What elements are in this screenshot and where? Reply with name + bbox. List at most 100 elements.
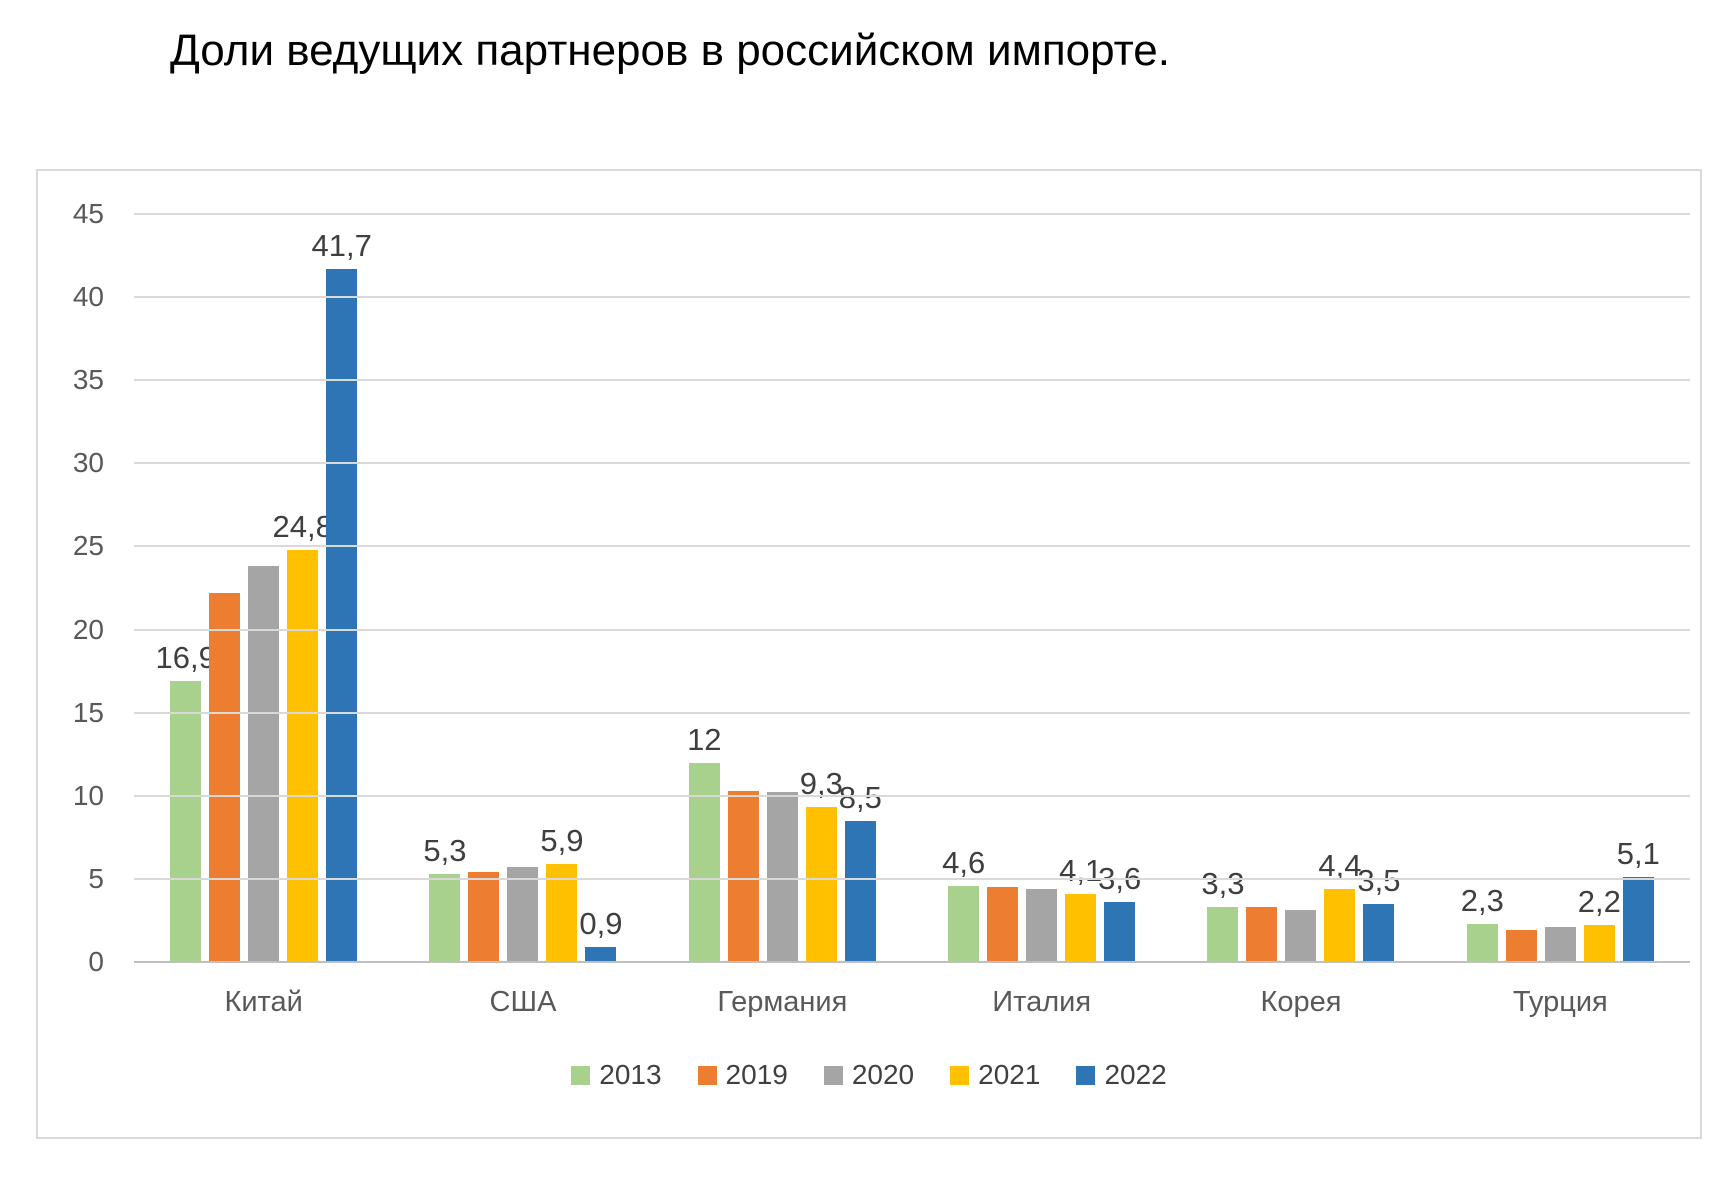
- bar-group-США: 5,3 5,9 0,9: [393, 214, 652, 962]
- legend-swatch-icon: [1076, 1065, 1096, 1085]
- y-axis-tick-label-15: 15: [72, 696, 104, 728]
- legend: 2013 2019 2020 2021 2022: [38, 1061, 1700, 1089]
- x-axis-category-label: Италия: [992, 986, 1092, 1018]
- bar-value-label: 4,6: [942, 844, 986, 880]
- y-axis-tick-label-20: 20: [72, 613, 104, 645]
- gridline-30: [134, 462, 1690, 465]
- y-axis-tick-label-40: 40: [72, 281, 104, 313]
- x-axis-category-label: Китай: [224, 986, 303, 1018]
- bar-2019-Китай: [209, 593, 241, 962]
- legend-label: 2020: [851, 1059, 915, 1090]
- bar-2019-Германия: [727, 790, 759, 962]
- bar-value-label: 16,9: [155, 640, 216, 676]
- x-axis-category-label: Германия: [717, 986, 848, 1018]
- bar-value-label: 24,8: [272, 508, 333, 544]
- legend-item-2021: 2021: [950, 1061, 1040, 1089]
- legend-item-2022: 2022: [1076, 1059, 1167, 1090]
- bar-value-label: 4,4: [1318, 847, 1362, 883]
- y-axis-tick-label-10: 10: [72, 779, 104, 811]
- bar-2020-США: [507, 867, 539, 962]
- gridline-35: [134, 379, 1690, 382]
- bar-group-Италия: 4,6 4,1 3,6: [912, 214, 1171, 962]
- bar-2021-Германия: 9,3: [800, 768, 843, 962]
- chart-title: Доли ведущих партнеров в российском импо…: [170, 26, 1170, 75]
- bar-2019-США: [468, 872, 500, 962]
- y-axis-tick-label-35: 35: [72, 364, 104, 396]
- bar-2020-Китай: [248, 566, 280, 962]
- bar-value-label: 3,5: [1357, 862, 1401, 898]
- bar-2021-Китай: 24,8: [272, 511, 333, 962]
- y-axis-tick-label-5: 5: [88, 862, 104, 894]
- bar-value-label: 12: [687, 721, 722, 757]
- bar-2021-Турция: 2,2: [1578, 886, 1621, 962]
- legend-swatch-icon: [697, 1065, 717, 1085]
- bar-value-label: 5,3: [423, 832, 467, 868]
- bar-value-label: 3,3: [1201, 866, 1245, 902]
- bar-2019-Корея: [1246, 907, 1278, 962]
- bar-2013-Турция: 2,3: [1461, 885, 1504, 962]
- bar-2021-Корея: 4,4: [1318, 850, 1362, 962]
- x-axis-line: [134, 961, 1690, 963]
- bar-2022-Корея: 3,5: [1357, 865, 1401, 962]
- x-axis-labels: Китай США Германия Италия Корея Турция: [134, 986, 1690, 1019]
- gridline-45: [134, 213, 1690, 215]
- legend-item-2019: 2019: [697, 1059, 788, 1090]
- bar-2022-Китай: 41,7: [311, 230, 372, 962]
- bar-2020-Турция: [1544, 927, 1576, 962]
- bar-2013-Корея: 3,3: [1201, 868, 1245, 962]
- bar-2020-Германия: [766, 792, 798, 962]
- gridline-20: [134, 628, 1690, 631]
- bar-2020-Корея: [1285, 910, 1317, 962]
- bar-2022-Германия: 8,5: [839, 782, 882, 962]
- legend-swatch-icon: [950, 1065, 970, 1085]
- bar-2013-Германия: 12: [687, 724, 722, 962]
- bar-2022-США: 0,9: [579, 908, 623, 962]
- plot-area: 16,9 24,8 41,7 5,3 5,9 0,9 12 9,3 8,5 4,6 4,1 3,6 3,…: [73, 200, 1690, 1018]
- bar-2022-Италия: 3,6: [1098, 863, 1141, 962]
- x-axis-category-label: Турция: [1512, 986, 1608, 1018]
- legend-item-2020: 2020: [823, 1059, 915, 1090]
- bar-value-label: 0,9: [579, 906, 623, 942]
- gridline-15: [134, 711, 1690, 714]
- bar-value-label: 41,7: [311, 227, 372, 263]
- bar-value-label: 9,3: [799, 766, 843, 802]
- bar-2019-Турция: [1505, 930, 1537, 962]
- bar-2013-Италия: 4,6: [942, 847, 985, 962]
- bar-2021-Италия: 4,1: [1059, 855, 1102, 962]
- bar-2019-Италия: [987, 887, 1019, 962]
- y-axis-tick-label-45: 45: [72, 198, 104, 229]
- gridline-10: [134, 794, 1690, 797]
- gridline-5: [134, 877, 1690, 880]
- bar-2013-США: 5,3: [423, 835, 467, 962]
- legend-label: 2022: [1104, 1059, 1167, 1090]
- y-axis-tick-label-30: 30: [72, 447, 104, 479]
- y-axis-tick-label-0: 0: [88, 946, 104, 977]
- bar-value-label: 5,1: [1616, 836, 1660, 872]
- legend-label: 2013: [599, 1059, 662, 1090]
- legend-swatch-icon: [571, 1065, 591, 1085]
- bar-value-label: 2,3: [1460, 882, 1504, 918]
- bar-2022-Турция: 5,1: [1617, 838, 1660, 962]
- bar-group-Германия: 12 9,3 8,5: [653, 214, 912, 962]
- legend-label: 2019: [725, 1059, 788, 1090]
- bar-value-label: 2,2: [1577, 884, 1621, 920]
- bar-value-label: 4,1: [1059, 852, 1103, 888]
- x-axis-category-label: Корея: [1260, 986, 1342, 1018]
- gridline-40: [134, 296, 1690, 299]
- legend-label: 2021: [978, 1059, 1041, 1090]
- chart-container: 16,9 24,8 41,7 5,3 5,9 0,9 12 9,3 8,5 4,6 4,1 3,6 3,…: [36, 169, 1702, 1139]
- legend-item-2013: 2013: [571, 1059, 662, 1090]
- bar-group-Корея: 3,3 4,4 3,5: [1171, 214, 1430, 962]
- bar-group-Турция: 2,3 2,2 5,1: [1431, 214, 1690, 962]
- bar-value-label: 5,9: [540, 822, 584, 858]
- bar-2013-Китай: 16,9: [155, 642, 216, 962]
- bar-2020-Италия: [1026, 888, 1058, 962]
- legend-swatch-icon: [823, 1065, 843, 1085]
- gridline-25: [134, 545, 1690, 548]
- bar-2021-США: 5,9: [540, 825, 584, 962]
- bar-groups: 16,9 24,8 41,7 5,3 5,9 0,9 12 9,3 8,5 4,6 4,1 3,6 3,…: [134, 214, 1690, 962]
- bar-group-Китай: 16,9 24,8 41,7: [134, 214, 393, 962]
- bar-value-label: 8,5: [838, 779, 882, 815]
- y-axis-tick-label-25: 25: [72, 530, 104, 562]
- x-axis-category-label: США: [489, 986, 557, 1018]
